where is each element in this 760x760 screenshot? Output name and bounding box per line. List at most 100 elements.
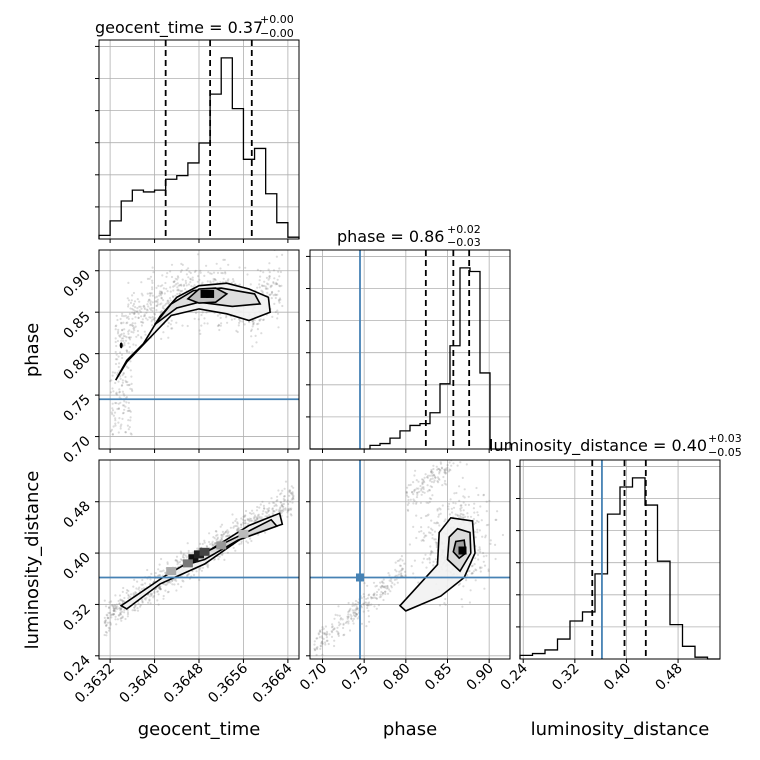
sample-point [180, 283, 183, 286]
sample-point [430, 480, 433, 483]
sample-point [498, 421, 500, 423]
sample-point [453, 451, 455, 453]
sample-point [130, 388, 133, 391]
sample-point [179, 550, 182, 553]
sample-point [115, 344, 118, 348]
sample-point [127, 317, 130, 320]
sample-point [260, 289, 263, 292]
sample-point [483, 421, 485, 423]
sample-point [333, 644, 336, 648]
sample-point [443, 470, 446, 474]
histogram-luminosity_distance [519, 477, 720, 660]
sample-point [441, 504, 444, 507]
sample-point [414, 488, 417, 491]
sample-point [248, 517, 251, 520]
sample-point [416, 493, 419, 496]
sample-point [276, 278, 279, 281]
sample-point [220, 533, 223, 537]
sample-point [201, 311, 204, 314]
sample-point [166, 561, 169, 564]
sample-point [201, 542, 204, 546]
sample-point [503, 414, 505, 416]
sample-point [268, 293, 271, 296]
sample-point [224, 530, 227, 534]
sample-point [386, 584, 389, 588]
sample-point [290, 485, 293, 488]
sample-point [175, 555, 179, 558]
sample-point [258, 515, 261, 519]
sample-point [215, 530, 218, 533]
density-cell [166, 567, 177, 576]
sample-point [336, 614, 339, 617]
sample-point [423, 481, 426, 484]
sample-point [428, 479, 432, 482]
panel-phase-vs-geocent-time [99, 250, 299, 449]
sample-point [124, 431, 127, 434]
sample-point [482, 551, 485, 555]
sample-point [148, 599, 151, 602]
sample-point [136, 298, 139, 301]
sample-point [116, 607, 119, 611]
sample-point [122, 334, 125, 338]
sample-point [149, 275, 153, 278]
sample-point [443, 471, 446, 474]
sample-point [366, 584, 369, 587]
sample-point [375, 607, 378, 610]
sample-point [235, 329, 238, 332]
sample-point [152, 307, 155, 310]
sample-point [114, 607, 117, 610]
sample-point [129, 419, 132, 422]
sample-point [413, 489, 416, 492]
sample-point [283, 495, 286, 498]
sample-point [456, 464, 459, 467]
sample-point [169, 581, 172, 584]
sample-point [276, 283, 279, 286]
sample-point [123, 404, 126, 407]
sample-point [138, 309, 141, 312]
sample-point [281, 505, 284, 508]
sample-point [437, 522, 440, 525]
sample-point [452, 501, 455, 504]
sample-point [159, 588, 162, 591]
sample-point [390, 586, 393, 589]
sample-point [453, 492, 456, 495]
sample-point [319, 645, 323, 648]
sample-point [147, 305, 150, 308]
sample-point [254, 519, 258, 522]
sample-point [382, 592, 385, 595]
sample-point [123, 394, 126, 397]
sample-point [497, 424, 499, 426]
sample-point [159, 292, 162, 295]
sample-point [511, 415, 513, 417]
sample-point [259, 269, 262, 273]
sample-point [114, 401, 117, 405]
sample-point [284, 507, 287, 510]
sample-point [167, 590, 170, 593]
sample-point [179, 558, 182, 561]
sample-point [189, 278, 193, 281]
sample-point [477, 520, 480, 524]
sample-point [212, 536, 215, 539]
sample-point [131, 317, 134, 320]
sample-point [356, 617, 359, 620]
sample-point [145, 308, 148, 311]
sample-point [181, 278, 184, 281]
sample-point [484, 435, 486, 437]
sample-point [131, 311, 134, 314]
sample-point [206, 322, 209, 325]
sample-point [105, 634, 108, 637]
sample-point [439, 461, 442, 464]
sample-point [152, 271, 155, 274]
sample-point [394, 561, 397, 564]
sample-point [420, 489, 423, 492]
sample-point [119, 401, 122, 404]
sample-point [220, 536, 223, 539]
sample-point [266, 510, 270, 513]
sample-point [255, 509, 259, 512]
sample-point [354, 611, 357, 614]
sample-point [282, 502, 285, 506]
sample-point [136, 310, 139, 313]
sample-point [463, 496, 466, 499]
sample-point [499, 425, 501, 427]
sample-point [426, 490, 429, 493]
